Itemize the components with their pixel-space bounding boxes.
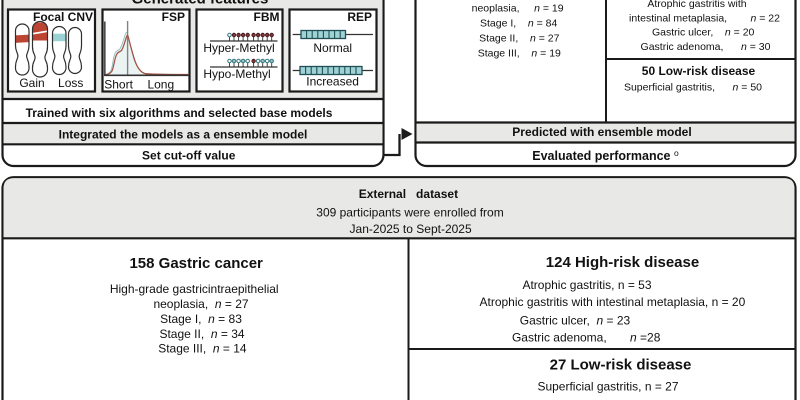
svg-text:Superficial gastritis, n = 27: Superficial gastritis, n = 27	[537, 380, 678, 394]
svg-text:High-grade gastricintraepithel: High-grade gastricintraepithelial	[110, 282, 279, 296]
svg-text:Jan-2025 to Sept-2025: Jan-2025 to Sept-2025	[350, 222, 472, 236]
svg-text:Stage I, n = 83: Stage I, n = 83	[160, 312, 242, 326]
svg-text:FSP: FSP	[162, 10, 185, 24]
svg-text:Generated features: Generated features	[132, 0, 269, 8]
svg-text:Short: Short	[104, 77, 133, 91]
svg-text:Gastric adenoma, n =28: Gastric adenoma, n =28	[512, 331, 661, 345]
svg-text:Stage I, n = 84: Stage I, n = 84	[480, 18, 558, 30]
svg-text:Loss: Loss	[58, 76, 83, 90]
svg-text:Atrophic gastritis, n = 53: Atrophic gastritis, n = 53	[522, 278, 651, 292]
svg-text:Gastric ulcer, n = 23: Gastric ulcer, n = 23	[520, 314, 631, 328]
svg-text:FBM: FBM	[254, 10, 280, 24]
svg-text:Stage III, n = 14: Stage III, n = 14	[158, 342, 247, 356]
svg-text:Stage III, n = 19: Stage III, n = 19	[478, 47, 561, 59]
svg-text:External dataset: External dataset	[359, 187, 458, 201]
svg-text:Gastric ulcer, n = 20: Gastric ulcer, n = 20	[652, 27, 755, 39]
svg-text:intestinal metaplasia,: intestinal metaplasia, n = 22	[629, 13, 780, 25]
svg-text:Integrated the models as a ens: Integrated the models as a ensemble mode…	[59, 128, 308, 142]
svg-text:Normal: Normal	[313, 41, 352, 55]
svg-text:Gastric adenoma, n = 30: Gastric adenoma, n = 30	[641, 41, 771, 53]
svg-text:Set cut-off value: Set cut-off value	[142, 149, 236, 163]
svg-text:Increased: Increased	[306, 75, 359, 89]
svg-text:Gain: Gain	[19, 76, 44, 90]
svg-text:Evaluated performance o: Evaluated performance o	[532, 148, 679, 163]
svg-text:124 High-risk disease: 124 High-risk disease	[546, 254, 699, 271]
svg-text:Long: Long	[147, 77, 174, 91]
svg-text:Stage II, n = 27: Stage II, n = 27	[479, 33, 559, 45]
svg-text:neoplasia, n = 19: neoplasia, n = 19	[472, 3, 564, 15]
svg-text:158 Gastric cancer: 158 Gastric cancer	[129, 255, 263, 272]
svg-text:Stage II, n = 34: Stage II, n = 34	[159, 327, 244, 341]
svg-text:309 participants were enrolled: 309 participants were enrolled from	[316, 205, 503, 219]
svg-text:50 Low-risk disease: 50 Low-risk disease	[642, 64, 756, 78]
svg-text:REP: REP	[347, 10, 372, 24]
svg-text:Hyper-Methyl: Hyper-Methyl	[203, 41, 274, 55]
svg-text:Predicted with ensemble model: Predicted with ensemble model	[512, 125, 691, 139]
svg-text:Superficial gastritis, n: Superficial gastritis, n = 50	[624, 82, 762, 94]
svg-text:Focal CNV: Focal CNV	[33, 10, 93, 24]
svg-text:Atrophic gastritis with: Atrophic gastritis with	[647, 0, 746, 10]
svg-text:Trained with six algorithms an: Trained with six algorithms and selected…	[26, 106, 333, 120]
svg-text:27 Low-risk disease: 27 Low-risk disease	[550, 356, 692, 373]
svg-text:Atrophic gastritis with intest: Atrophic gastritis with intestinal metap…	[479, 295, 745, 309]
svg-text:Hypo-Methyl: Hypo-Methyl	[203, 67, 270, 81]
svg-text:neoplasia, n = 27: neoplasia, n = 27	[153, 297, 248, 311]
